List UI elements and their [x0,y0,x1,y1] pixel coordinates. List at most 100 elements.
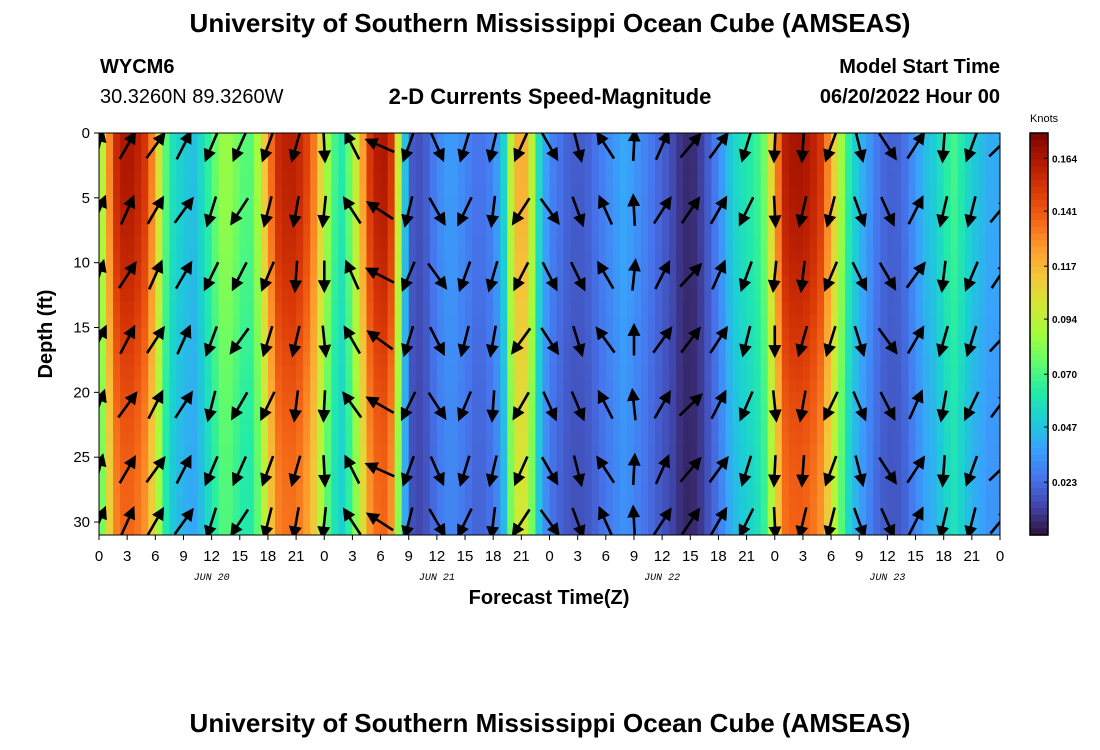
colorbar-swatch [1030,501,1048,509]
current-arrow [654,133,670,161]
heatmap-cell [429,288,438,303]
heatmap-cell [584,314,593,329]
heatmap-cell [894,457,903,471]
current-arrow [795,325,809,358]
colorbar-tick-label: 0.047 [1052,423,1077,434]
current-arrow [679,133,702,159]
current-arrow [231,133,248,163]
heatmap-cell [535,483,544,497]
heatmap-cell [282,353,290,368]
heatmap-cell [113,301,121,316]
heatmap-cell [760,340,769,355]
heatmap-cell [127,236,135,251]
heatmap-cell [964,483,973,497]
heatmap-cell [218,145,227,160]
heatmap-cell [141,288,149,303]
heatmap-cell [415,171,424,186]
heatmap-cell [838,197,846,212]
heatmap-cell [528,314,537,329]
heatmap-cell [148,470,156,484]
heatmap-cell [141,418,149,432]
heatmap-cell [964,314,973,329]
heatmap-cell [711,457,720,471]
heatmap-cell [908,418,917,432]
heatmap-cell [978,509,987,523]
heatmap-cell [598,353,607,368]
heatmap-cell [655,379,663,393]
heatmap-cell [873,275,881,290]
heatmap-cell [683,483,691,497]
heatmap-cell [950,470,959,484]
heatmap-cell [232,457,241,471]
heatmap-cell [253,249,262,264]
heatmap-cell [253,496,262,510]
heatmap-cell [816,366,825,380]
heatmap-cell [816,431,825,445]
heatmap-cell [683,340,691,355]
heatmap-cell [605,418,614,432]
heatmap-cell [929,158,938,173]
heatmap-cell [183,288,192,303]
heatmap-cell [816,496,825,510]
heatmap-cell [633,301,642,316]
heatmap-cell [894,184,903,199]
heatmap-cell [190,133,199,147]
heatmap-cell [500,133,508,147]
colorbar-swatch [1030,360,1048,369]
heatmap-cell [577,327,586,342]
heatmap-cell [190,249,199,264]
heatmap-cell [253,509,262,523]
heatmap-cell [436,301,445,316]
heatmap-cell [894,145,903,160]
heatmap-cell [873,314,881,329]
heatmap-cell [697,184,705,199]
heatmap-cell [366,353,375,368]
heatmap-cell [134,314,142,329]
heatmap-cell [331,223,339,238]
heatmap-cell [971,509,980,523]
heatmap-cell [641,496,649,510]
heatmap-cell [535,470,544,484]
heatmap-cell [605,288,614,303]
heatmap-cell [584,223,593,238]
heatmap-cell [113,133,121,147]
heatmap-cell [296,145,304,160]
heatmap-cell [429,470,438,484]
heatmap-cell [992,457,1000,471]
heatmap-cell [873,340,881,355]
heatmap-cell [120,405,128,419]
heatmap-cell [260,171,269,186]
heatmap-cell [225,262,234,277]
heatmap-cell [422,171,431,186]
heatmap-cell [429,275,438,290]
heatmap-cell [521,431,529,445]
colorbar-tick-label: 0.117 [1052,262,1077,273]
heatmap-cell [443,236,452,251]
heatmap-cell [704,275,712,290]
heatmap-cell [887,314,896,329]
heatmap-cell [296,197,304,212]
heatmap-cell [345,418,354,432]
heatmap-cell [556,496,565,510]
heatmap-cell [197,171,206,186]
heatmap-cell [535,133,544,147]
heatmap-cell [352,392,361,406]
heatmap-cell [887,444,896,458]
heatmap-cell [218,418,227,432]
heatmap-cell [113,236,121,251]
heatmap-cell [380,223,389,238]
heatmap-cell [408,340,417,355]
heatmap-cell [915,301,924,316]
heatmap-cell [612,133,621,147]
current-arrow [936,507,949,535]
heatmap-cell [781,496,790,510]
heatmap-cell [605,444,614,458]
heatmap-cell [282,158,290,173]
heatmap-cell [563,327,572,342]
heatmap-cell [767,457,776,471]
current-arrow [401,325,415,358]
heatmap-cell [626,275,635,290]
heatmap-cell [704,314,712,329]
current-arrow [457,325,471,358]
heatmap-cell [120,496,128,510]
